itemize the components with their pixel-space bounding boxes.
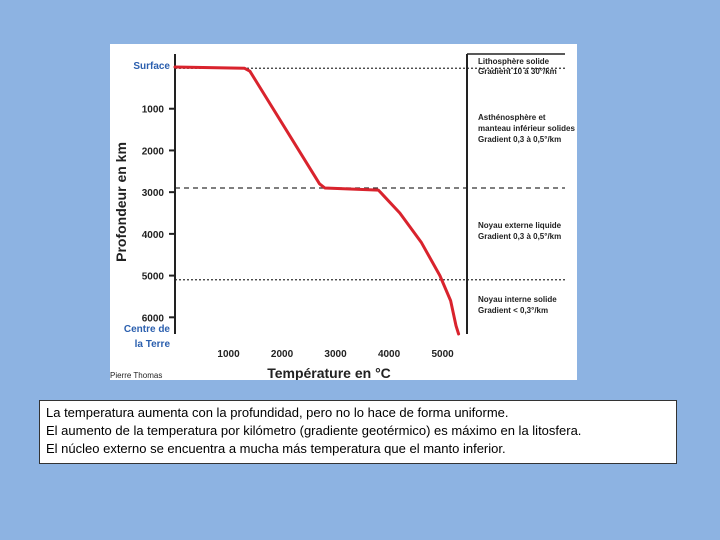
annotation-3-line-1: Noyau externe liquide bbox=[478, 221, 562, 230]
caption-box: La temperatura aumenta con la profundida… bbox=[39, 400, 677, 464]
caption-line-2: El aumento de la temperatura por kilómet… bbox=[46, 423, 582, 438]
temperature-curve-1 bbox=[173, 65, 461, 336]
annotation-3-line-2: Gradient 0,3 à 0,5°/km bbox=[478, 232, 561, 241]
y-tick-label-5000: 5000 bbox=[142, 272, 165, 283]
annotation-2-line-1: Asthénosphère et bbox=[478, 113, 546, 122]
chart-panel: 1000 2000 3000 4000 5000 6000 1000 2000 3000 400… bbox=[110, 44, 577, 380]
y-tick-label-4000: 4000 bbox=[142, 230, 165, 241]
caption-line-1: La temperatura aumenta con la profundida… bbox=[46, 405, 509, 420]
x-tick-label-4000: 4000 bbox=[378, 349, 401, 360]
annotation-2-line-2: manteau inférieur solides bbox=[478, 124, 575, 133]
y-axis-title: Profondeur en km bbox=[113, 142, 129, 262]
annotation-4-line-1: Noyau interne solide bbox=[478, 295, 557, 304]
x-tick-label-5000: 5000 bbox=[431, 349, 454, 360]
chart-svg: 1000 2000 3000 4000 5000 6000 1000 2000 3000 400… bbox=[113, 53, 575, 380]
caption-line-3: El núcleo externo se encuentra a mucha m… bbox=[46, 441, 506, 456]
x-axis-title: Température en °C bbox=[267, 365, 391, 380]
annotation-4-line-2: Gradient < 0,3°/km bbox=[478, 306, 548, 315]
y-bottom-label-line-2: la Terre bbox=[135, 339, 171, 350]
x-tick-label-3000: 3000 bbox=[324, 349, 347, 360]
x-tick-label-1000: 1000 bbox=[217, 349, 240, 360]
y-tick-label-1000: 1000 bbox=[142, 105, 165, 116]
y-top-label: Surface bbox=[133, 61, 170, 72]
image-credit: Pierre Thomas bbox=[110, 371, 163, 380]
y-bottom-label-line-1: Centre de bbox=[124, 324, 171, 335]
y-tick-label-2000: 2000 bbox=[142, 146, 165, 157]
annotation-1-line-1: Lithosphère solide bbox=[478, 57, 550, 66]
annotation-1-line-2: Gradient 10 à 30°/km bbox=[478, 67, 557, 76]
annotation-2-line-3: Gradient 0,3 à 0,5°/km bbox=[478, 135, 561, 144]
y-tick-label-3000: 3000 bbox=[142, 188, 165, 199]
x-tick-label-2000: 2000 bbox=[271, 349, 294, 360]
y-tick-label-6000: 6000 bbox=[142, 313, 165, 324]
